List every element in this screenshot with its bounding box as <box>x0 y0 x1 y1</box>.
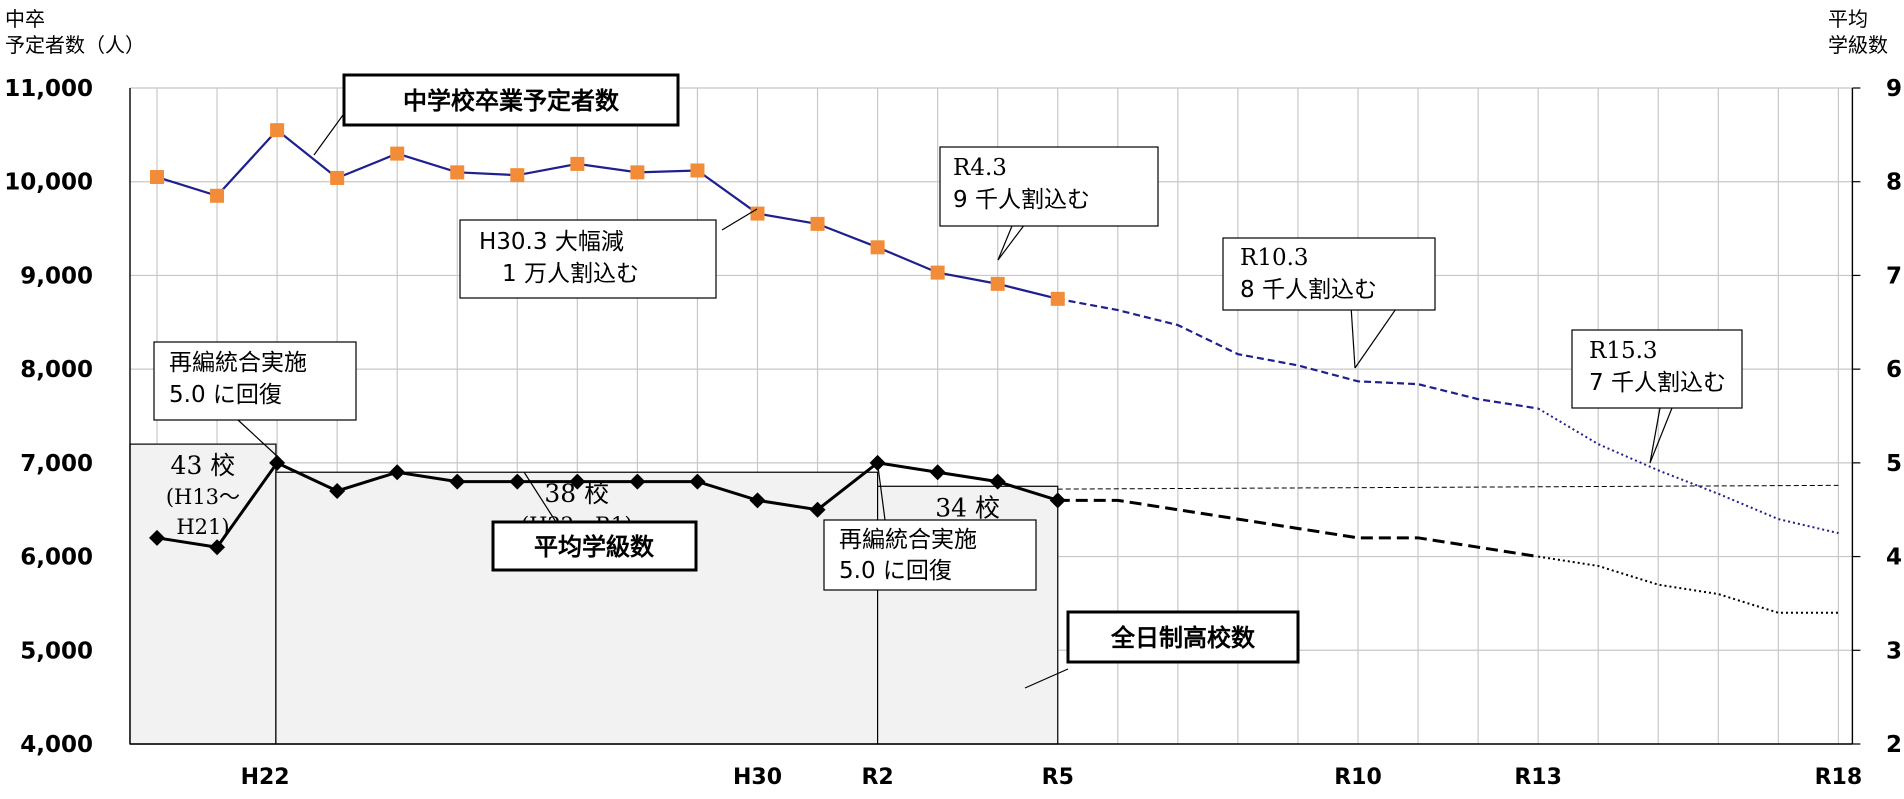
classes-point <box>269 454 286 471</box>
chart-axes: 4,000 5,000 6,000 7,000 8,000 9,000 10,000 11,0… <box>4 76 1902 790</box>
annotation-r15-line2: 7 千人割込む <box>1589 370 1726 396</box>
annotation-r15-line1: R15.3 <box>1589 338 1658 364</box>
annotation-reorg-2-line1: 再編統合実施 <box>839 527 977 553</box>
right-tick-label: 3 <box>1886 638 1902 664</box>
right-tick-label: 6 <box>1886 357 1902 383</box>
x-tick-label: R18 <box>1815 765 1863 790</box>
right-tick-label: 2 <box>1886 732 1902 758</box>
annotation-h30-line2: 1 万人割込む <box>479 261 639 287</box>
classes-title: 平均学級数 <box>534 533 655 561</box>
annotation-r15: R15.3 7 千人割込む <box>1571 329 1743 409</box>
left-axis-title-line1: 中卒 <box>5 7 45 31</box>
left-tick-label: 8,000 <box>20 357 93 383</box>
annotation-r4: R4.3 9 千人割込む <box>939 146 1159 227</box>
schools-title: 全日制高校数 <box>1110 624 1256 652</box>
x-tick-label: R10 <box>1334 765 1382 790</box>
classes-point <box>149 529 165 546</box>
right-tick-label: 7 <box>1886 263 1902 289</box>
x-tick-label: R5 <box>1042 765 1074 790</box>
left-tick-label: 10,000 <box>4 170 93 196</box>
classes-point <box>629 473 646 490</box>
classes-point <box>329 482 346 499</box>
annotation-r10-line1: R10.3 <box>1240 245 1309 271</box>
graduates-point <box>210 188 225 203</box>
left-tick-label: 7,000 <box>20 451 93 477</box>
annotation-reorg-1-line2: 5.0 に回復 <box>169 382 282 408</box>
school-count-projection <box>1057 484 1839 490</box>
graduates-point <box>390 146 405 161</box>
classes-point <box>389 464 406 481</box>
classes-point <box>209 539 226 556</box>
classes-title-box: 平均学級数 <box>491 520 698 572</box>
school-count-label: H21) <box>176 515 229 539</box>
classes-point <box>689 473 706 490</box>
annotation-r10: R10.3 8 千人割込む <box>1222 237 1436 311</box>
right-axis-title-line1: 平均 <box>1828 7 1868 31</box>
series-projection-dashed <box>1057 297 1539 410</box>
x-tick-label: H30 <box>733 765 782 790</box>
graduates-point <box>330 170 345 185</box>
annotation-h30-line1: H30.3 大幅減 <box>479 229 624 255</box>
left-tick-label: 5,000 <box>20 638 93 664</box>
annotation-r10-line2: 8 千人割込む <box>1240 277 1377 303</box>
annotation-r4-line2: 9 千人割込む <box>953 187 1090 213</box>
series-line <box>156 460 1059 549</box>
annotation-reorg-2: 再編統合実施 5.0 に回復 <box>823 519 1037 591</box>
classes-point <box>989 473 1006 490</box>
graduates-point <box>270 123 285 138</box>
x-tick-label: H22 <box>241 765 290 790</box>
classes-point <box>509 473 526 490</box>
graduates-title: 中学校卒業予定者数 <box>403 87 620 115</box>
annotation-h30: H30.3 大幅減 1 万人割込む <box>459 219 717 299</box>
graduates-point <box>990 276 1005 291</box>
classes-point <box>809 501 826 518</box>
left-axis-title-line2: 予定者数（人） <box>5 33 145 57</box>
graduates-point <box>1050 291 1065 306</box>
annotation-reorg-1-line1: 再編統合実施 <box>169 350 307 376</box>
classes-point <box>449 473 466 490</box>
graduates-point <box>570 156 585 171</box>
graduates-point <box>510 168 525 183</box>
classes-point <box>1049 492 1066 509</box>
classes-point <box>569 473 586 490</box>
series-line <box>156 128 1059 300</box>
right-tick-label: 4 <box>1886 545 1902 571</box>
right-tick-label: 5 <box>1886 451 1902 477</box>
classes-point <box>929 464 946 481</box>
school-count-label: (H13～ <box>166 485 240 509</box>
series-projection-dotted <box>1537 555 1839 614</box>
graduates-point <box>870 240 885 255</box>
classes-point <box>749 492 766 509</box>
series-projection-dotted <box>1537 407 1839 535</box>
annotation-connectors <box>237 114 1673 689</box>
graduates-point <box>690 163 705 178</box>
graduates-point <box>810 216 825 231</box>
school-count-bars: 43 校(H13～H21)38 校(H22～R1)34 校(R2～R5) <box>129 443 1839 745</box>
school-count-label: 34 校 <box>935 493 1000 522</box>
right-tick-label: 8 <box>1886 170 1902 196</box>
right-tick-label: 9 <box>1886 76 1902 102</box>
x-tick-label: R13 <box>1514 765 1562 790</box>
right-axis-title-line2: 学級数 <box>1828 33 1888 57</box>
graduates-point <box>450 165 465 180</box>
annotation-r4-line1: R4.3 <box>953 155 1007 181</box>
left-tick-label: 6,000 <box>20 545 93 571</box>
annotation-reorg-2-line2: 5.0 に回復 <box>839 558 952 584</box>
graduates-point <box>150 170 164 185</box>
graduates-point <box>930 265 945 280</box>
left-tick-label: 4,000 <box>20 732 93 758</box>
school-count-bar <box>129 443 277 745</box>
left-tick-label: 9,000 <box>20 263 93 289</box>
left-tick-label: 11,000 <box>4 76 93 102</box>
graduates-title-box: 中学校卒業予定者数 <box>342 73 680 127</box>
school-count-label: 43 校 <box>171 451 236 480</box>
annotation-reorg-1: 再編統合実施 5.0 に回復 <box>153 341 357 421</box>
schools-title-box: 全日制高校数 <box>1066 610 1300 664</box>
x-tick-label: R2 <box>861 765 893 790</box>
graduates-point <box>750 206 765 221</box>
series-projection-dashed <box>1057 498 1539 559</box>
graduates-point <box>630 165 645 180</box>
